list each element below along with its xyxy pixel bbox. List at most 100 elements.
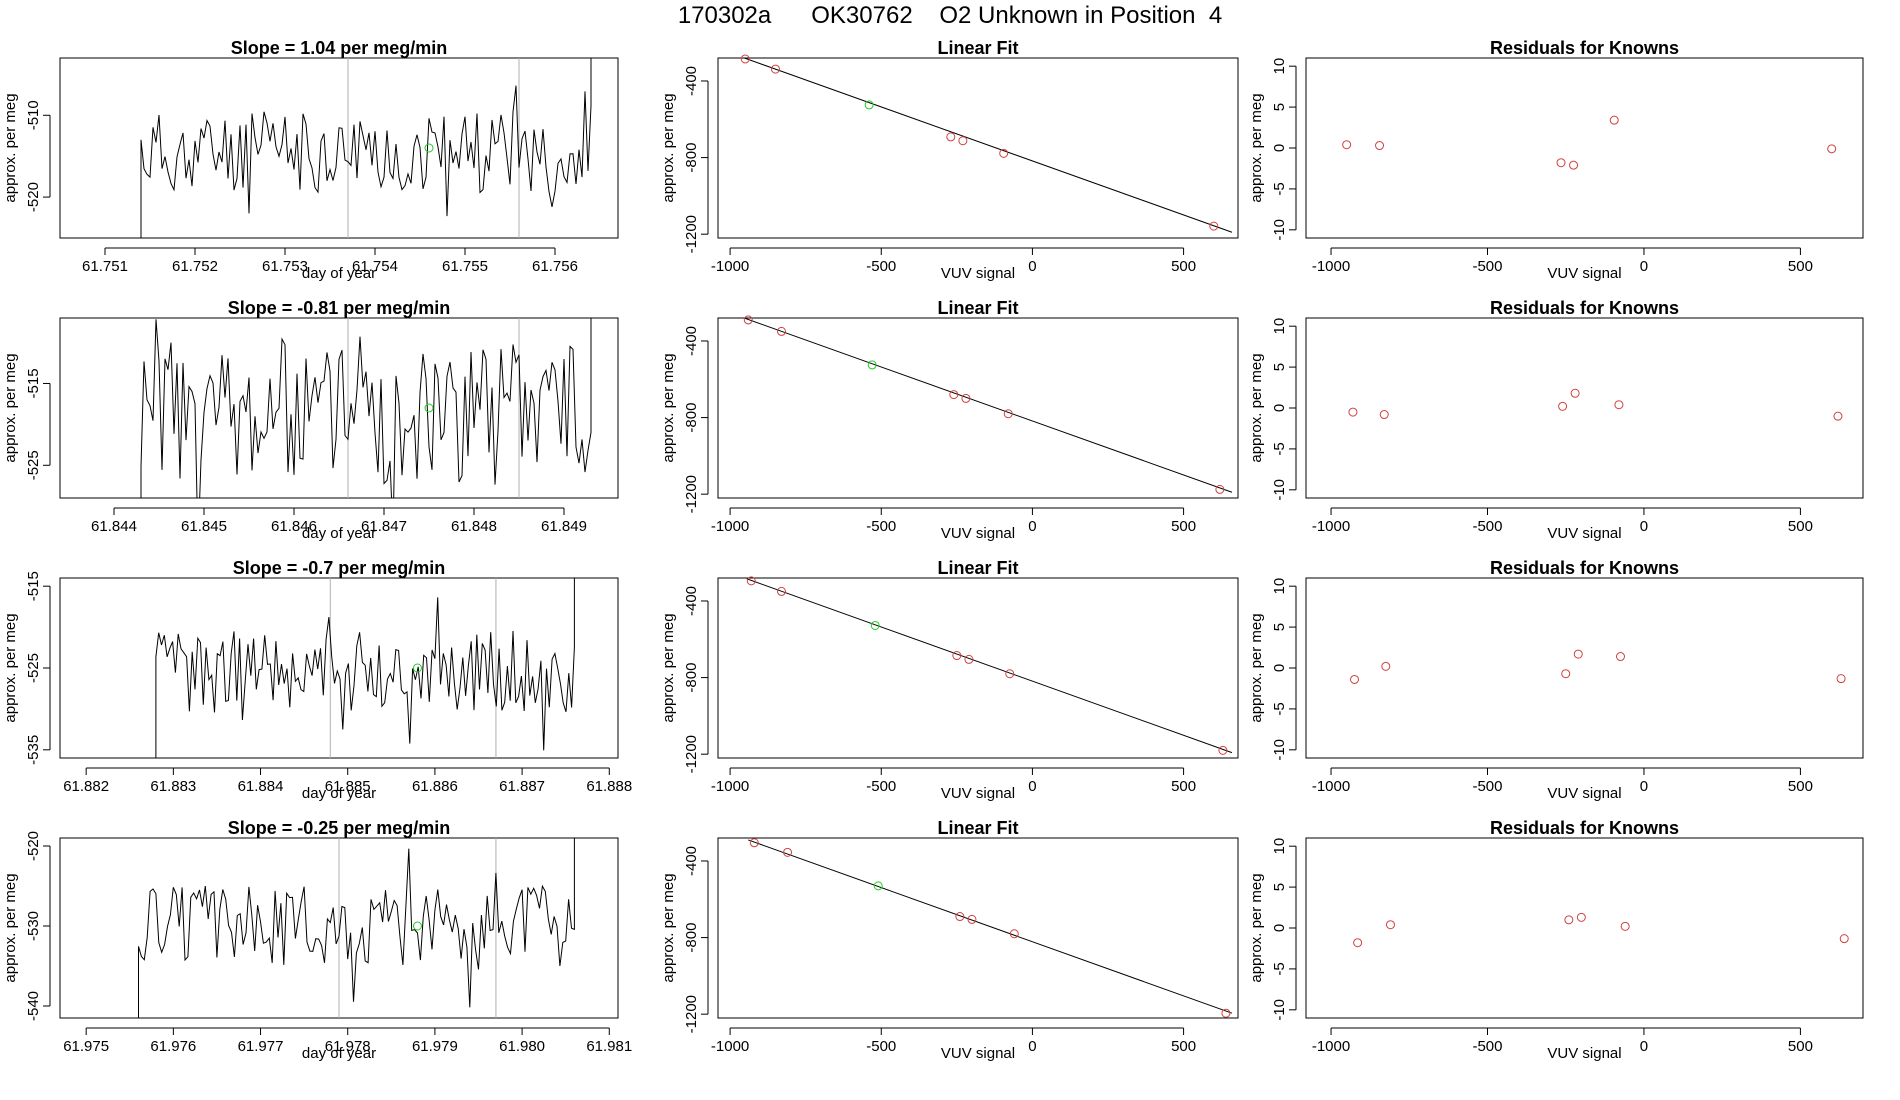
x-tick-label: 61.979: [412, 1038, 458, 1055]
x-tick-label: -1000: [1312, 518, 1350, 535]
x-axis-label: VUV signal: [941, 265, 1015, 282]
x-tick-label: 500: [1171, 258, 1196, 275]
plot-frame: [1305, 837, 1864, 1019]
known-point: [740, 54, 750, 64]
known-point: [961, 393, 971, 403]
panel-2-2: Linear Fit -1000 -500 0 500 VUV signal -400 -80…: [660, 298, 1239, 542]
y-tick-label: 0: [1271, 144, 1288, 152]
y-tick-label: 5: [1271, 363, 1288, 371]
known-point: [1564, 915, 1574, 925]
known-point: [1556, 158, 1566, 168]
known-point: [1620, 921, 1630, 931]
y-axis-label: approx. per meg: [2, 93, 19, 202]
fit-line: [746, 578, 1233, 754]
known-point: [967, 914, 977, 924]
y-tick-label: 0: [1271, 664, 1288, 672]
fit-line: [742, 58, 1233, 233]
y-tick-label: -520: [25, 831, 42, 861]
y-tick-label: -5: [1271, 962, 1288, 975]
x-tick-label: 61.846: [271, 518, 317, 535]
x-tick-label: -1000: [1312, 1038, 1350, 1055]
known-point: [1614, 400, 1624, 410]
y-axis-label: approx. per meg: [660, 613, 677, 722]
y-tick-label: -400: [683, 846, 700, 876]
chart-title: Linear Fit: [937, 298, 1018, 318]
x-tick-label: 61.886: [412, 778, 458, 795]
series-line: [155, 578, 575, 758]
x-tick-label: 61.884: [238, 778, 284, 795]
known-point: [1569, 160, 1579, 170]
known-point: [1558, 401, 1568, 411]
x-tick-label: 61.848: [451, 518, 497, 535]
known-point: [1833, 411, 1843, 421]
x-tick-label: 61.882: [63, 778, 109, 795]
x-tick-label: 61.888: [586, 778, 632, 795]
known-point: [1003, 409, 1013, 419]
panel-3-3: Residuals for Knowns -1000 -500 0 500 VUV sig…: [1248, 558, 1864, 802]
fit-line: [748, 839, 1233, 1014]
known-point: [952, 651, 962, 661]
y-tick-label: 10: [1271, 318, 1288, 335]
known-point: [1209, 221, 1219, 231]
panel-4-3: Residuals for Knowns -1000 -500 0 500 VUV sig…: [1248, 818, 1864, 1062]
x-tick-label: 61.976: [150, 1038, 196, 1055]
y-axis-label: approx. per meg: [1248, 93, 1265, 202]
y-axis-label: approx. per meg: [1248, 353, 1265, 462]
y-axis-label: approx. per meg: [2, 873, 19, 982]
x-tick-label: 61.981: [586, 1038, 632, 1055]
x-tick-label: -500: [866, 258, 896, 275]
x-axis-label: VUV signal: [941, 525, 1015, 542]
known-point: [1375, 141, 1385, 151]
panel-3-2: Linear Fit -1000 -500 0 500 VUV signal -400 -80…: [660, 558, 1239, 802]
x-axis-label: VUV signal: [941, 1045, 1015, 1062]
y-tick-label: 0: [1271, 924, 1288, 932]
x-tick-label: 500: [1171, 518, 1196, 535]
known-point: [783, 847, 793, 857]
y-tick-label: -5: [1271, 702, 1288, 715]
y-tick-label: -1200: [683, 995, 700, 1033]
known-point: [1350, 674, 1360, 684]
y-tick-label: -10: [1271, 219, 1288, 241]
x-tick-label: 61.753: [262, 258, 308, 275]
unknown-point: [412, 921, 422, 931]
known-point: [746, 576, 756, 586]
known-point: [1218, 745, 1228, 755]
known-point: [1342, 140, 1352, 150]
y-tick-label: -515: [25, 571, 42, 601]
plot-frame: [59, 577, 619, 759]
x-tick-label: 61.751: [82, 258, 128, 275]
y-tick-label: 5: [1271, 103, 1288, 111]
plot-frame: [59, 57, 619, 239]
x-tick-label: 61.752: [172, 258, 218, 275]
chart-title: Residuals for Knowns: [1490, 298, 1679, 318]
known-point: [958, 136, 968, 146]
y-tick-label: -535: [25, 735, 42, 765]
x-tick-label: 61.755: [442, 258, 488, 275]
known-point: [1561, 669, 1571, 679]
x-axis-label: VUV signal: [941, 785, 1015, 802]
known-point: [949, 390, 959, 400]
x-axis-label: day of year: [302, 785, 376, 802]
x-tick-label: 61.756: [532, 258, 578, 275]
y-tick-label: -1200: [683, 215, 700, 253]
x-tick-label: 61.980: [499, 1038, 545, 1055]
known-point: [770, 64, 780, 74]
unknown-point: [870, 620, 880, 630]
known-point: [1005, 669, 1015, 679]
chart-title: Residuals for Knowns: [1490, 818, 1679, 838]
panel-2-3: Residuals for Knowns -1000 -500 0 500 VUV sig…: [1248, 298, 1864, 542]
unknown-point: [867, 360, 877, 370]
x-tick-label: 500: [1788, 258, 1813, 275]
y-tick-label: -400: [683, 66, 700, 96]
known-point: [1348, 407, 1358, 417]
chart-title: Slope = -0.25 per meg/min: [228, 818, 451, 838]
x-tick-label: 500: [1788, 778, 1813, 795]
x-tick-label: 61.977: [238, 1038, 284, 1055]
panel-4-1: Slope = -0.25 per meg/min 61.975 61.976 61.…: [2, 818, 632, 1062]
unknown-point: [424, 143, 434, 153]
y-tick-label: -10: [1271, 999, 1288, 1021]
x-tick-label: 500: [1788, 1038, 1813, 1055]
plot-frame: [717, 577, 1239, 759]
x-tick-label: 0: [1640, 518, 1648, 535]
